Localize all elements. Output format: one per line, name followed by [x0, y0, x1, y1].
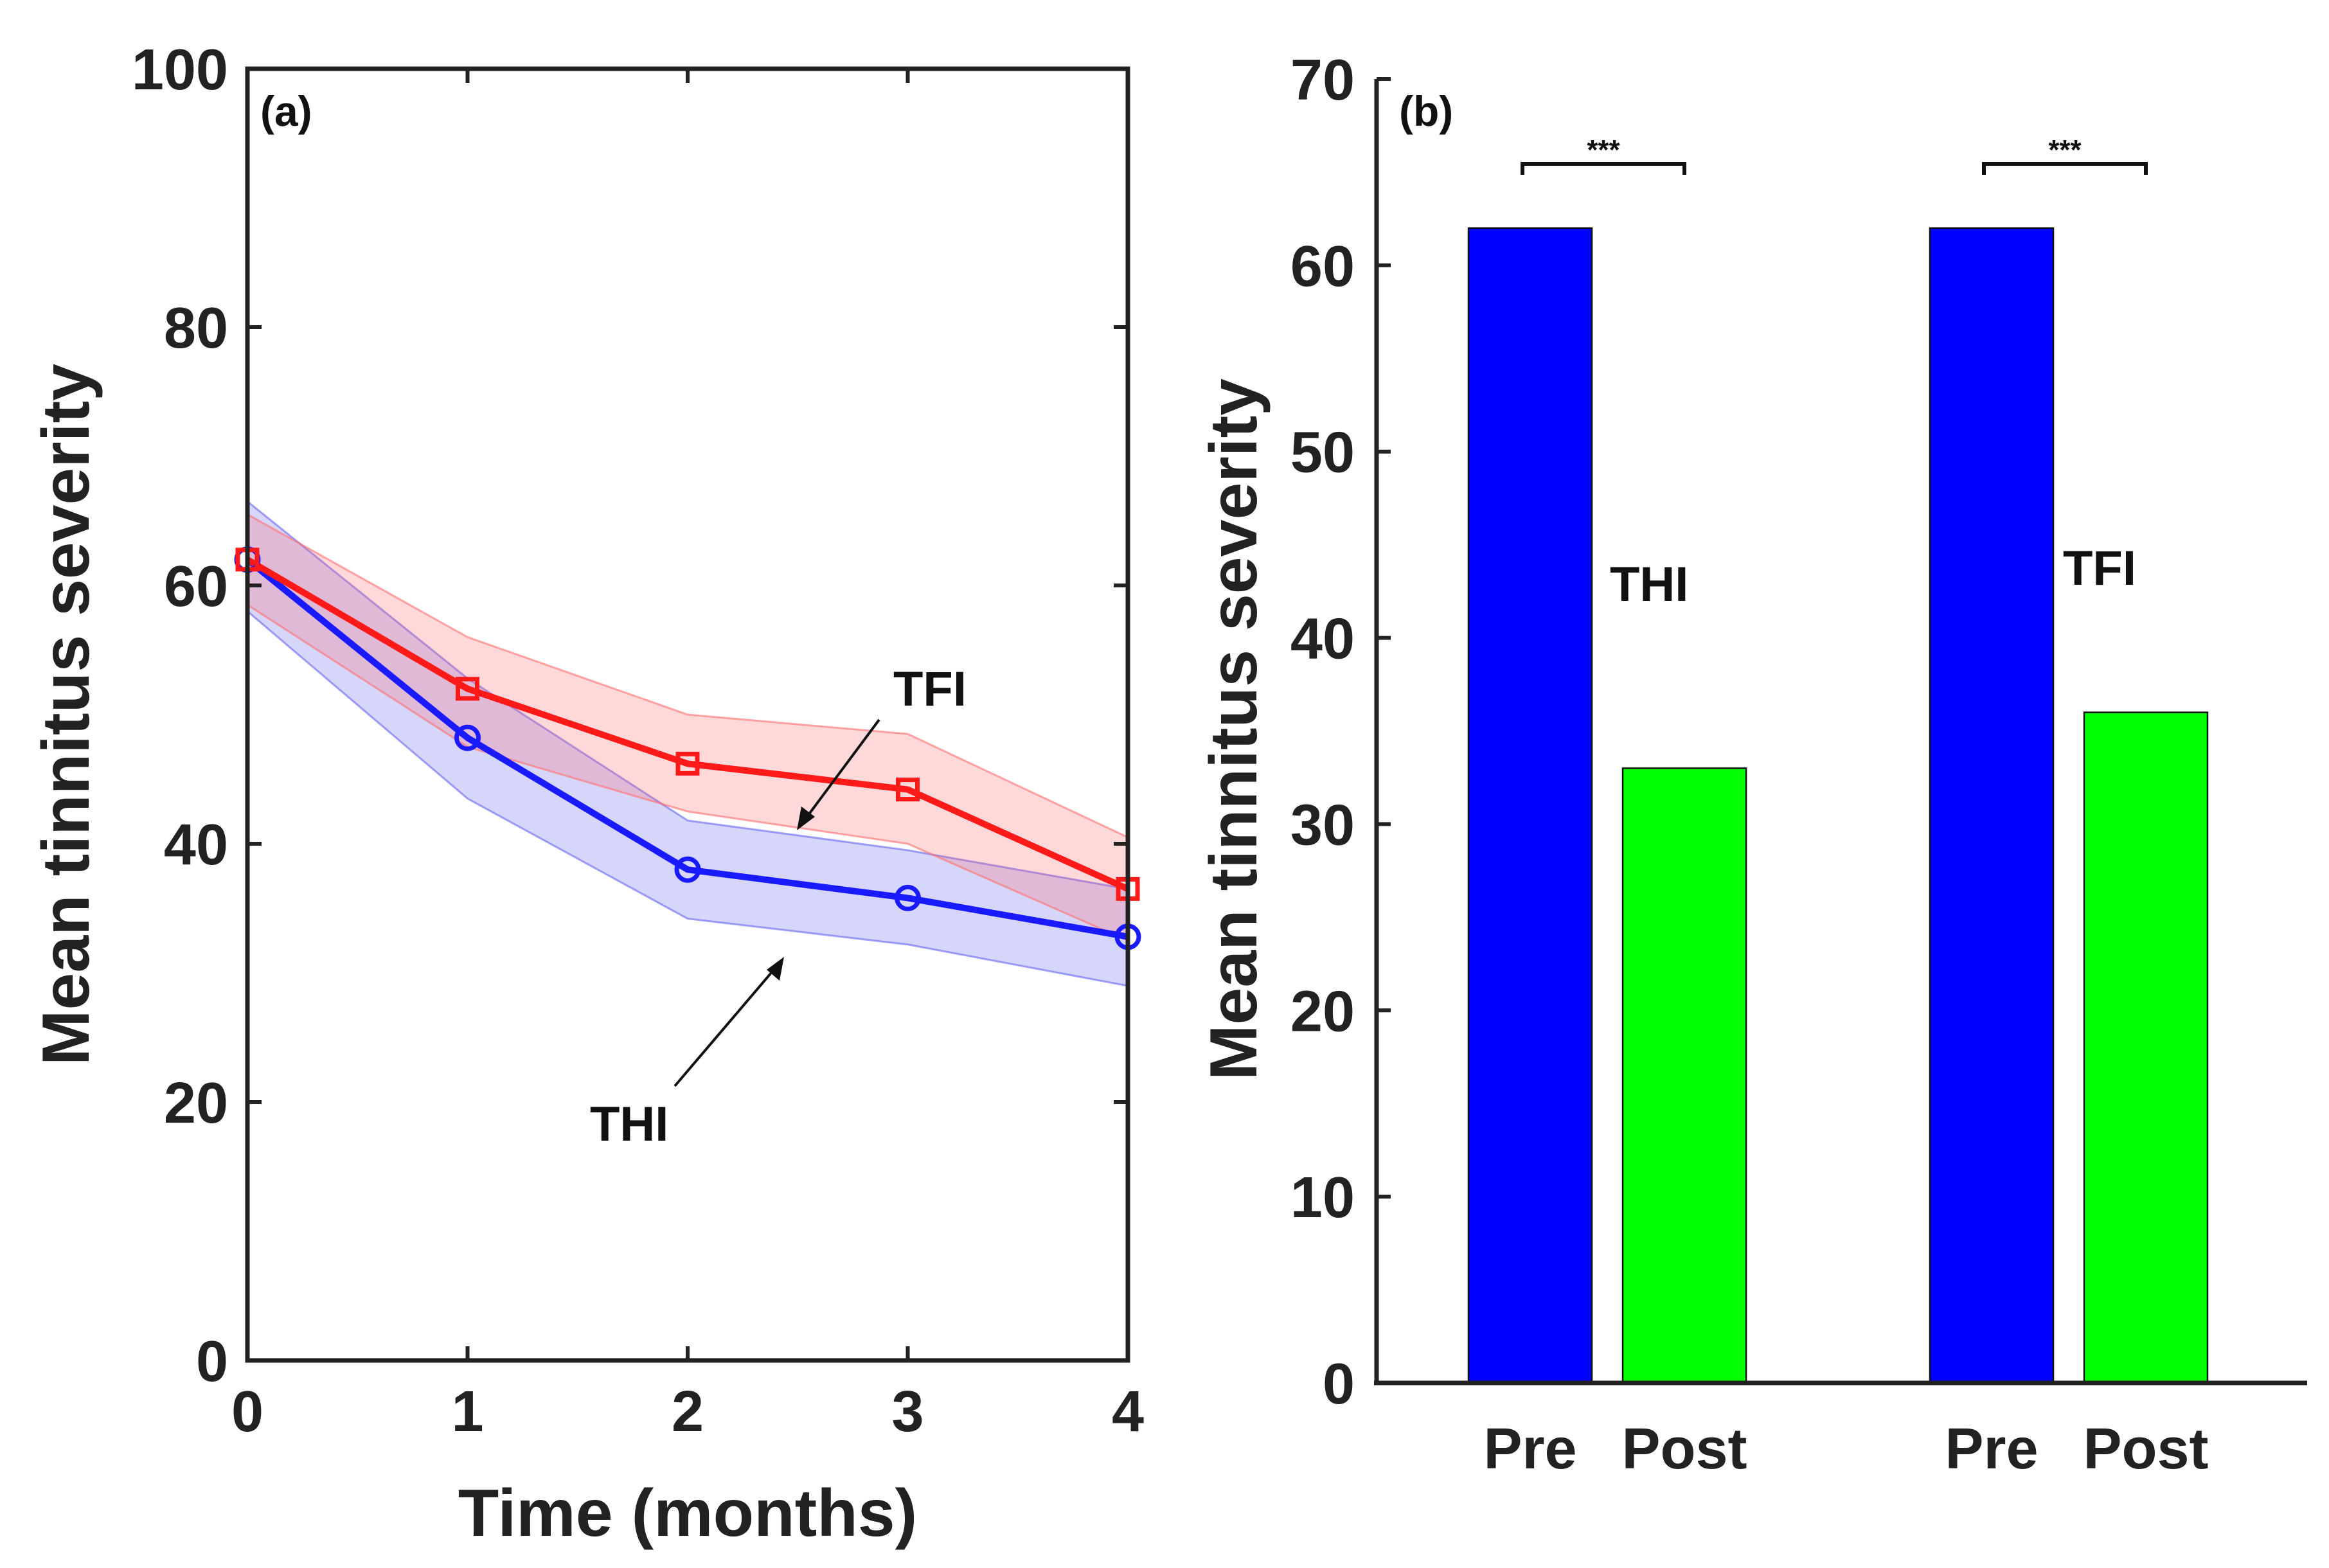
a-ytick-label: 60: [164, 555, 228, 619]
b-xtick-label: Post: [2083, 1417, 2208, 1481]
marker-tfi-3: [896, 778, 920, 802]
significance-bracket-tfi: [1982, 162, 2148, 175]
b-ytick-label: 50: [1290, 421, 1355, 485]
b-ytick-label: 20: [1290, 979, 1355, 1044]
significance-brackets: *** ***: [1521, 134, 2148, 175]
b-xtick-label: Pre: [1483, 1417, 1576, 1481]
a-ytick-label: 20: [164, 1071, 228, 1136]
a-xtick-label: 3: [891, 1380, 924, 1444]
panel-b-x-tick-labels: Pre Post Pre Post: [1483, 1417, 2208, 1481]
a-ytick-label: 40: [164, 813, 228, 877]
b-ytick-label: 30: [1290, 793, 1355, 857]
bar-post-tfi: [2083, 711, 2209, 1384]
marker-thi-1: [454, 724, 481, 751]
annotation-tfi: TFI: [893, 662, 967, 717]
panel-a-x-tick-labels: 0 1 2 3 4: [231, 1380, 1144, 1444]
panel-a-line-chart: 0 20 40 60 80 100 0 1 2 3 4 (a) Time (months) Mea…: [29, 38, 1144, 1551]
marker-tfi-1: [456, 677, 479, 701]
marker-thi-3: [895, 884, 921, 911]
b-ytick-label: 10: [1290, 1166, 1355, 1230]
panel-a-label: (a): [260, 87, 312, 135]
panel-b-label: (b): [1399, 87, 1453, 135]
b-ytick-label: 40: [1290, 607, 1355, 672]
significance-marker-tfi: ***: [2048, 134, 2082, 166]
annotation-thi-arrow: [674, 968, 776, 1087]
a-ytick-label: 100: [132, 38, 228, 102]
b-xtick-label: Pre: [1945, 1417, 2038, 1481]
panel-b-bar-chart: 0 10 20 30 40 50 60 70 Pre Post Pre Post *** *** (b…: [1197, 48, 2307, 1481]
line-tfi: [245, 557, 1130, 892]
b-ytick-label: 0: [1323, 1352, 1355, 1416]
a-xtick-label: 4: [1112, 1380, 1144, 1444]
significance-marker-thi: ***: [1587, 134, 1620, 166]
panel-a-x-axis-label: Time (months): [458, 1476, 918, 1551]
series-lines: [245, 557, 1130, 940]
panel-a-y-axis-label: Mean tinnitus severity: [29, 364, 103, 1065]
line-thi: [245, 557, 1129, 940]
a-xtick-label: 2: [672, 1380, 704, 1444]
panel-a-ticks: [245, 67, 1130, 1362]
a-xtick-label: 1: [451, 1380, 483, 1444]
annotation-tfi-arrow: [805, 718, 880, 819]
panel-b-y-axis-label: Mean tinnitus severity: [1197, 379, 1271, 1080]
panel-a-y-tick-labels: 0 20 40 60 80 100: [132, 38, 228, 1394]
annotation-thi-arrowhead: [767, 957, 784, 981]
b-ytick-label: 60: [1290, 235, 1355, 299]
a-ytick-label: 0: [196, 1330, 228, 1394]
significance-bracket-thi: [1521, 162, 1686, 175]
panel-b-y-tick-labels: 0 10 20 30 40 50 60 70: [1290, 48, 1355, 1416]
annotation-thi: THI: [590, 1097, 668, 1152]
group-label-thi: THI: [1610, 557, 1688, 612]
group-label-tfi: TFI: [2063, 541, 2136, 596]
bar-post-thi: [1621, 767, 1747, 1384]
b-ytick-label: 70: [1290, 48, 1355, 112]
a-ytick-label: 80: [164, 296, 228, 361]
bars: [1467, 227, 2209, 1384]
bar-pre-thi: [1467, 227, 1593, 1384]
marker-tfi-2: [675, 751, 700, 776]
marker-thi-2: [674, 856, 701, 883]
b-xtick-label: Post: [1621, 1417, 1747, 1481]
a-xtick-label: 0: [231, 1380, 263, 1444]
bar-pre-tfi: [1929, 227, 2055, 1384]
annotation-tfi-arrowhead: [797, 806, 815, 830]
